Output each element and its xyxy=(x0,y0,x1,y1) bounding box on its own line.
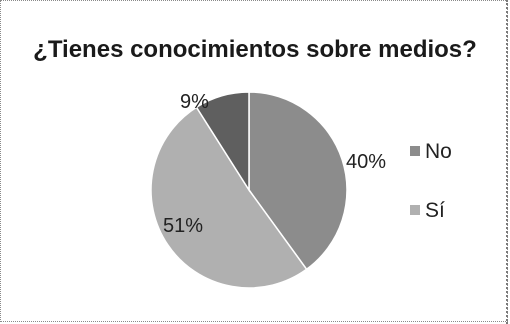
legend-label-no: No xyxy=(425,140,452,163)
data-label-other: 9% xyxy=(180,91,209,113)
pie-slices xyxy=(150,91,348,289)
pie-slice-si xyxy=(150,106,308,289)
legend-swatch-si xyxy=(410,205,420,215)
pie-slice-other xyxy=(195,91,250,193)
data-label-no: 40% xyxy=(346,151,386,173)
legend-swatch-no xyxy=(410,146,420,156)
chart-title: ¿Tienes conocimientos sobre medios? xyxy=(33,36,477,63)
legend-label-si: Sí xyxy=(425,199,445,222)
pie-slice-no xyxy=(248,91,348,271)
data-label-si: 51% xyxy=(163,215,203,237)
legend: No Sí xyxy=(410,140,452,222)
frame-edge xyxy=(506,0,508,324)
